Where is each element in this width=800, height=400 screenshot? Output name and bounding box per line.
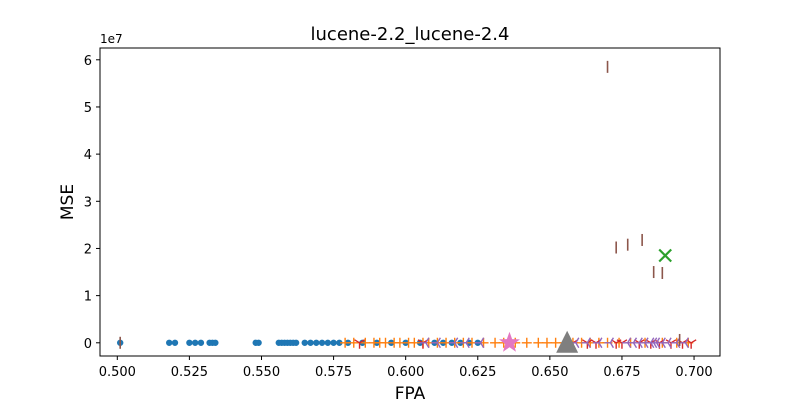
data-point — [340, 337, 351, 348]
y-tick-label: 2 — [84, 242, 92, 257]
y-tick-label: 4 — [84, 148, 92, 163]
data-point — [419, 337, 430, 349]
data-point — [633, 337, 643, 349]
data-point — [662, 337, 672, 349]
chart-title: lucene-2.2_lucene-2.4 — [311, 24, 510, 45]
x-axis-ticks: 0.500 0.525 0.550 0.575 0.600 0.625 0.650 0.675… — [99, 356, 713, 380]
y-tick-label: 1 — [84, 290, 92, 305]
y-tick-label: 3 — [84, 195, 92, 210]
data-point — [301, 339, 308, 346]
data-point — [186, 339, 193, 346]
data-point — [354, 339, 365, 349]
data-point — [621, 337, 632, 349]
data-point — [171, 339, 179, 346]
x-tick-label: 0.550 — [243, 365, 280, 380]
data-point — [431, 337, 441, 349]
data-point — [409, 337, 420, 348]
data-point — [499, 331, 520, 352]
data-point — [380, 337, 391, 348]
data-point — [318, 339, 326, 346]
data-point — [627, 337, 638, 349]
data-point — [348, 337, 359, 348]
x-tick-label: 0.525 — [171, 365, 208, 380]
data-point — [490, 337, 501, 348]
data-point — [197, 339, 205, 346]
data-point — [330, 339, 337, 346]
data-point — [191, 339, 199, 346]
data-point — [307, 339, 314, 346]
x-tick-label: 0.500 — [99, 365, 136, 380]
data-point — [592, 337, 603, 349]
y-tick-label: 0 — [84, 337, 92, 352]
data-point — [212, 339, 219, 346]
y-axis-label: MSE — [58, 184, 78, 220]
x-tick-label: 0.675 — [603, 365, 640, 380]
data-point — [604, 337, 615, 349]
y-tick-label: 6 — [84, 54, 92, 69]
data-point — [324, 339, 332, 346]
data-point — [550, 337, 561, 348]
x-tick-label: 0.625 — [459, 365, 496, 380]
x-tick-label: 0.575 — [315, 365, 352, 380]
data-point — [533, 337, 544, 348]
data-point — [448, 337, 459, 349]
data-point — [556, 330, 579, 353]
data-point — [460, 337, 470, 349]
y-tick-label: 5 — [84, 101, 92, 116]
x-axis-label: FPA — [395, 384, 426, 400]
data-point — [255, 339, 262, 346]
x-tick-label: 0.600 — [387, 365, 424, 380]
x-tick-label: 0.650 — [531, 365, 568, 380]
data-point — [541, 337, 552, 348]
y-offset-label: 1e7 — [100, 32, 123, 46]
data-point — [336, 339, 343, 346]
data-point — [650, 337, 661, 349]
data-point — [581, 337, 591, 349]
data-point — [656, 337, 666, 349]
x-tick-label: 0.700 — [675, 365, 712, 380]
data-point — [639, 337, 649, 349]
data-point — [292, 339, 300, 346]
data-point — [658, 248, 672, 263]
y-axis-ticks: 0 1 2 3 4 5 6 — [84, 54, 100, 352]
data-marks — [116, 60, 697, 353]
plot-frame — [99, 47, 721, 357]
data-point — [394, 337, 405, 348]
data-point — [474, 337, 485, 349]
data-point — [360, 337, 371, 348]
data-point — [166, 339, 173, 346]
data-point — [521, 337, 532, 348]
data-point — [313, 339, 320, 346]
